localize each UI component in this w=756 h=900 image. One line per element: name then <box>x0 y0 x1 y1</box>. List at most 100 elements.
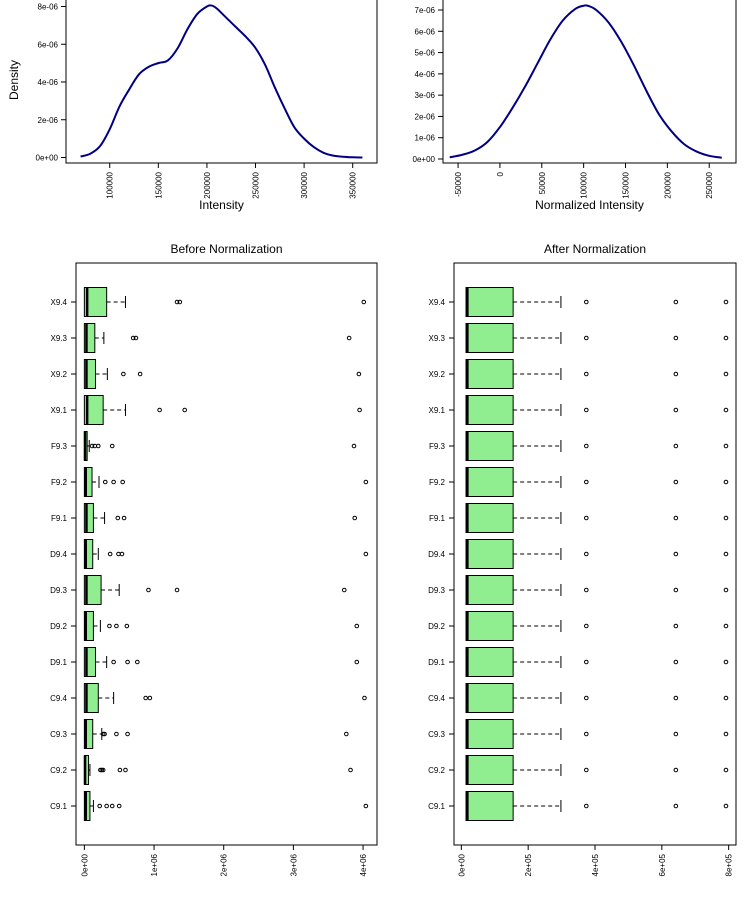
outlier-point <box>673 407 679 413</box>
outlier-point <box>89 443 95 449</box>
plot-frame <box>75 262 378 846</box>
outlier-point <box>107 551 113 557</box>
x-tick-label: 100000 <box>580 171 589 198</box>
outlier-point <box>362 695 367 701</box>
outlier-point <box>111 659 116 665</box>
y-tick-label: 7e-06 <box>415 6 436 15</box>
outlier-point <box>673 803 679 809</box>
category-label: C9.4 <box>50 694 67 703</box>
plot-title: After Normalization <box>544 242 646 256</box>
outlier-point <box>157 407 162 413</box>
outlier-point <box>104 803 109 809</box>
outlier-point <box>584 299 589 305</box>
category-label: C9.3 <box>50 730 67 739</box>
category-label: F9.3 <box>429 442 446 451</box>
outlier-point <box>363 479 369 485</box>
boxplot-after-normalization: After Normalization 0e+00 2e+05 4e+05 6e+05 8… <box>428 242 737 876</box>
outlier-point <box>354 659 360 665</box>
outlier-point <box>673 623 679 629</box>
box <box>83 359 97 389</box>
outlier-point <box>723 551 729 557</box>
box <box>83 323 96 353</box>
outlier-point <box>584 479 589 485</box>
outlier-point <box>102 479 108 485</box>
category-label: F9.2 <box>429 478 446 487</box>
outlier-point <box>673 479 679 485</box>
outlier-point <box>673 371 679 377</box>
box <box>83 539 94 569</box>
box <box>465 791 514 821</box>
outlier-point <box>584 515 589 521</box>
density-curve <box>80 4 363 159</box>
outlier-point <box>146 587 151 593</box>
y-tick-label: 0e+00 <box>413 155 436 164</box>
outlier-point <box>723 731 729 737</box>
outlier-point <box>174 587 180 593</box>
outlier-point <box>363 803 369 809</box>
outlier-point <box>107 623 112 629</box>
density-plot-after: 0e+00 1e-06 2e-06 3e-06 4e-06 5e-06 6e-06 7e-06… <box>413 0 737 212</box>
box <box>83 503 94 533</box>
outlier-point <box>133 335 139 341</box>
outlier-point <box>348 767 353 773</box>
x-tick-label: 150000 <box>621 171 630 198</box>
box <box>465 503 514 533</box>
category-label: D9.1 <box>50 658 67 667</box>
outlier-point <box>102 731 107 737</box>
category-label: C9.4 <box>428 694 445 703</box>
outlier-point <box>584 803 589 809</box>
outlier-point <box>356 371 362 377</box>
x-tick-label: 100000 <box>106 171 115 198</box>
outlier-point <box>346 335 352 341</box>
box <box>83 683 99 713</box>
category-label: D9.4 <box>50 550 67 559</box>
box <box>465 755 514 785</box>
x-tick-label: 250000 <box>252 171 261 198</box>
outlier-point <box>723 371 729 377</box>
category-label: C9.1 <box>50 802 67 811</box>
outlier-point <box>363 551 369 557</box>
outlier-point <box>584 407 589 413</box>
box <box>83 467 93 497</box>
outlier-point <box>109 803 115 809</box>
category-label: X9.1 <box>51 406 68 415</box>
outlier-point <box>673 515 679 521</box>
category-label: F9.1 <box>51 514 68 523</box>
outlier-point <box>115 515 121 521</box>
outlier-point <box>723 659 729 665</box>
box <box>465 647 514 677</box>
box <box>465 719 514 749</box>
plot-frame <box>65 0 378 164</box>
outlier-point <box>352 515 358 521</box>
x-tick-label: 250000 <box>705 171 714 198</box>
outlier-point <box>357 407 362 413</box>
outlier-point <box>673 587 679 593</box>
box <box>83 287 108 317</box>
category-label: X9.1 <box>429 406 446 415</box>
x-tick-label: 350000 <box>349 171 358 198</box>
outlier-point <box>109 443 115 449</box>
outlier-point <box>361 299 367 305</box>
y-tick-label: 8e-06 <box>38 3 59 12</box>
y-tick-label: 4e-06 <box>415 70 436 79</box>
x-tick-label: 4e+06 <box>359 853 368 876</box>
x-tick-label: 150000 <box>154 171 163 198</box>
category-label: X9.3 <box>429 334 446 343</box>
outlier-point <box>584 443 589 449</box>
x-tick-label: 6e+05 <box>658 853 667 876</box>
outlier-point <box>182 407 187 413</box>
y-tick-label: 0e+00 <box>36 154 59 163</box>
outlier-point <box>673 767 679 773</box>
category-label: D9.3 <box>428 586 445 595</box>
y-tick-label: 4e-06 <box>38 78 59 87</box>
outlier-point <box>723 803 729 809</box>
x-tick-label: 300000 <box>300 171 309 198</box>
outlier-point <box>114 623 119 629</box>
outlier-point <box>116 803 122 809</box>
category-label: D9.1 <box>428 658 445 667</box>
y-tick-label: 6e-06 <box>38 40 59 49</box>
outlier-point <box>114 731 119 737</box>
outlier-point <box>673 731 679 737</box>
outlier-point <box>673 299 679 305</box>
